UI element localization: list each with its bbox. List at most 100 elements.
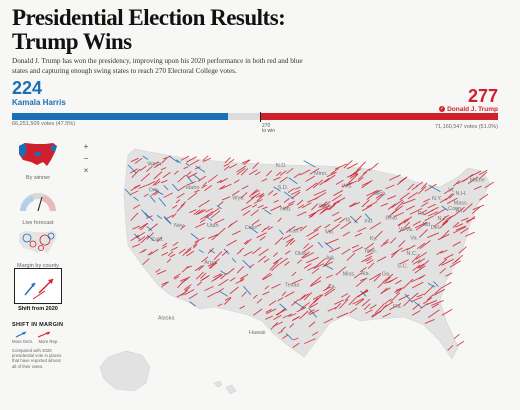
shift-arrow [382, 301, 394, 309]
shift-arrow [165, 214, 174, 220]
shift-arrow [308, 307, 318, 318]
shift-arrow [433, 288, 446, 296]
shift-arrow [198, 249, 204, 253]
shift-arrow [366, 189, 379, 197]
zoom-in-button[interactable]: + [83, 142, 89, 151]
shift-arrow [229, 286, 239, 295]
shift-arrow [148, 223, 158, 232]
shift-arrow [349, 201, 360, 208]
shift-arrow [273, 186, 281, 192]
shift-arrow [433, 208, 446, 216]
shift-arrow [184, 289, 195, 296]
shift-arrow [302, 244, 314, 253]
shift-map[interactable]: Wash. Ore. Calif. Nev. Idaho Utah Ariz. Wyo. Col… [0, 135, 520, 410]
shift-arrow [250, 192, 261, 199]
shift-arrow [186, 156, 197, 163]
shift-arrow [368, 162, 379, 172]
shift-arrow [140, 172, 151, 182]
shift-arrow [190, 233, 199, 240]
shift-arrow [462, 203, 473, 213]
shift-arrow [283, 203, 294, 210]
shift-arrow [192, 240, 199, 248]
shift-arrow [268, 300, 277, 306]
shift-arrow [205, 208, 213, 213]
state-label: S.C. [397, 264, 408, 270]
article-lede: Donald J. Trump has won the presidency, … [12, 57, 303, 75]
shift-arrow [248, 189, 258, 198]
shift-arrow [465, 217, 476, 223]
shift-arrow [443, 253, 454, 260]
shift-arrow [399, 259, 409, 265]
shift-arrow [313, 263, 325, 270]
shift-arrow [274, 236, 284, 245]
shift-arrow [194, 189, 200, 193]
shift-arrow [382, 238, 389, 245]
shift-arrow [341, 293, 349, 298]
shift-arrow [325, 274, 333, 279]
shift-arrow [216, 205, 222, 210]
trump-electoral-votes: 277 [467, 86, 498, 106]
shift-arrow [124, 188, 132, 196]
shift-arrow [354, 215, 362, 223]
state-label: R.I. [456, 209, 465, 215]
shift-arrow [240, 168, 249, 176]
shift-arrow [342, 231, 351, 237]
shift-arrow [294, 226, 303, 231]
shift-arrow [442, 215, 454, 225]
shift-arrow [200, 272, 207, 279]
map-mode-shift-from-2020[interactable]: Shift from 2020 [14, 268, 62, 312]
shift-arrow [256, 194, 263, 198]
shift-arrow [296, 211, 307, 217]
shift-arrow [261, 178, 268, 182]
shift-arrow [180, 155, 190, 161]
shift-arrow [183, 166, 189, 170]
shift-arrow [322, 286, 331, 292]
state-label: N.C. [407, 251, 418, 257]
shift-arrow [427, 232, 439, 239]
map-mode-live-forecast[interactable]: Live forecast [14, 182, 62, 226]
shift-arrow [279, 257, 288, 264]
shift-arrow [187, 192, 198, 201]
map-mode-by-winner[interactable]: By winner [14, 137, 62, 181]
shift-arrow [447, 345, 454, 351]
shift-arrow [182, 250, 188, 257]
shift-arrow [207, 247, 215, 254]
shift-arrow [390, 250, 399, 258]
shift-arrow [257, 255, 267, 263]
map-mode-margin-by-county[interactable]: Margin by county [14, 225, 62, 269]
shift-arrow [194, 222, 206, 229]
state-label: Hawaii [249, 330, 266, 336]
shift-arrow [374, 303, 385, 314]
shift-arrow [361, 179, 373, 189]
threshold-caption: to win [262, 128, 276, 134]
zoom-out-button[interactable]: − [83, 154, 89, 163]
shift-arrow [404, 293, 413, 303]
state-label: N.J. [438, 216, 448, 222]
shift-arrow [232, 190, 240, 196]
shift-arrow [161, 157, 168, 164]
state-label: Mich. [374, 191, 388, 197]
shift-arrow [340, 221, 352, 230]
margin-bubble-thumbnail-icon [14, 225, 62, 261]
shift-arrow [309, 302, 319, 309]
shift-arrow [282, 334, 288, 339]
trump-name-row: ✓ Donald J. Trump [439, 106, 498, 113]
shift-arrow [293, 172, 301, 179]
shift-arrow [323, 261, 334, 267]
shift-arrow [416, 242, 426, 250]
shift-arrow [312, 294, 322, 300]
shift-arrow [271, 283, 281, 289]
shift-arrow [305, 175, 315, 182]
shift-arrow [226, 239, 237, 247]
shift-arrow [440, 249, 448, 254]
shift-arrow [334, 163, 348, 170]
shift-arrow [301, 251, 310, 259]
shift-arrow [355, 278, 367, 288]
state-label: Tenn. [364, 249, 378, 255]
shift-arrow [361, 298, 371, 307]
shift-arrow [363, 168, 371, 175]
zoom-reset-button[interactable]: × [83, 166, 89, 175]
shift-arrow [443, 187, 454, 195]
shift-arrow [302, 252, 315, 259]
state-label: Alaska [158, 315, 175, 321]
